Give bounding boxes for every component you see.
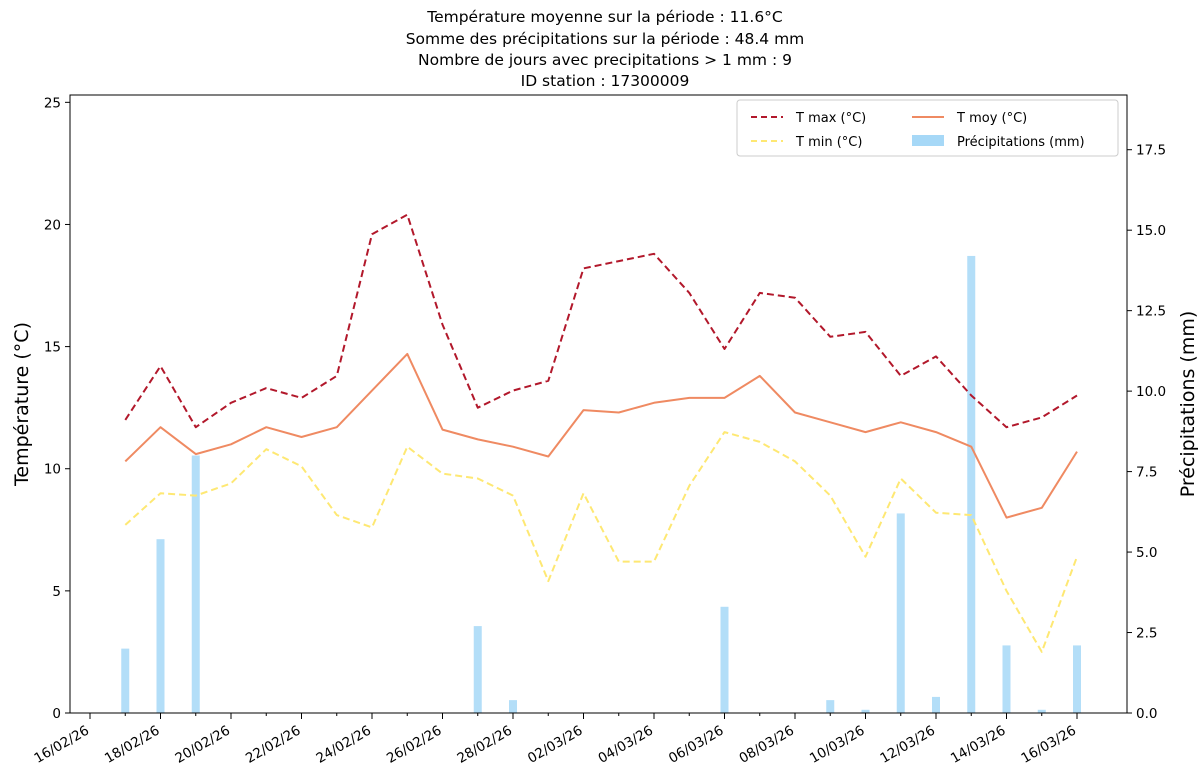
plot-frame: [69, 94, 1128, 714]
precip-bar: [1073, 645, 1081, 713]
precip-bar: [861, 709, 870, 713]
precip-bar: [156, 539, 165, 713]
title-line-3: Nombre de jours avec precipitations > 1 …: [418, 51, 792, 69]
precip-bar: [896, 513, 905, 713]
y-right-tick-label: 12.5: [1136, 304, 1166, 320]
series-line-min: [124, 431, 1078, 653]
y-axis-left-label: Température (°C): [11, 322, 33, 487]
legend-label-precip: Précipitations (mm): [957, 135, 1085, 150]
legend-box: [736, 99, 1119, 157]
x-tick-label: 16/02/26: [31, 723, 92, 767]
precip-bar: [121, 648, 130, 713]
precip-bar: [1002, 645, 1011, 713]
title-line-2: Somme des précipitations sur la période …: [406, 30, 805, 48]
y-left-tick-label: 5: [52, 584, 61, 600]
y-right-tick-label: 2.5: [1136, 626, 1157, 642]
x-tick-label: 12/03/26: [877, 723, 938, 767]
temperature-lines: [124, 213, 1078, 653]
y-axis-right-label: Précipitations (mm): [1177, 311, 1199, 498]
precip-bar: [1037, 709, 1046, 713]
precip-bar: [191, 455, 200, 713]
precip-bar: [826, 700, 835, 713]
y-left-tick-label: 0: [52, 706, 61, 722]
y-left-tick-label: 25: [44, 95, 61, 111]
chart-title: Température moyenne sur la période : 11.…: [406, 8, 805, 90]
y-right-tick-label: 7.5: [1136, 465, 1157, 481]
title-line-4: ID station : 17300009: [521, 72, 690, 90]
y-right-tick-label: 5.0: [1136, 545, 1157, 561]
x-tick-label: 16/03/26: [1018, 723, 1079, 767]
precipitation-bars: [121, 255, 1081, 713]
precip-bar: [509, 700, 517, 713]
x-tick-label: 26/02/26: [384, 723, 445, 767]
series-line-max: [124, 213, 1078, 429]
y-axis-right: 0.0 2.5 5.0 7.5 10.0 12.5 15.0 17.5: [1127, 143, 1166, 722]
x-tick-label: 06/03/26: [666, 723, 727, 767]
x-tick-label: 20/02/26: [172, 723, 233, 767]
y-left-tick-label: 15: [44, 340, 61, 356]
y-right-tick-label: 15.0: [1136, 223, 1166, 239]
precip-bar: [932, 696, 940, 713]
x-tick-label: 18/02/26: [102, 723, 163, 767]
x-tick-label: 24/02/26: [313, 723, 374, 767]
x-tick-label: 28/02/26: [454, 723, 515, 767]
precip-bar: [967, 255, 976, 713]
y-right-tick-label: 0.0: [1136, 706, 1157, 722]
x-tick-label: 22/02/26: [243, 723, 304, 767]
precip-bar: [720, 606, 729, 713]
x-axis: 16/02/26 18/02/26 20/02/26 22/02/26 24/02/26…: [31, 713, 1079, 767]
x-tick-label: 04/03/26: [595, 723, 656, 767]
legend: T max (°C) T moy (°C) T min (°C) Précipi…: [736, 99, 1119, 157]
x-tick-label: 14/03/26: [948, 723, 1009, 767]
x-tick-label: 02/03/26: [525, 723, 586, 767]
y-left-tick-label: 20: [44, 217, 61, 233]
series-line-moy: [124, 352, 1078, 519]
y-left-tick-label: 10: [44, 462, 61, 478]
precip-bar: [473, 626, 482, 713]
y-right-tick-label: 17.5: [1136, 143, 1166, 159]
legend-swatch-precip: [912, 135, 944, 146]
legend-label-tmax: T max (°C): [795, 111, 866, 126]
legend-label-tmin: T min (°C): [795, 135, 862, 150]
y-axis-left: 0 5 10 15 20 25: [44, 95, 70, 722]
x-tick-label: 08/03/26: [736, 723, 797, 767]
title-line-1: Température moyenne sur la période : 11.…: [426, 8, 783, 26]
legend-label-tmoy: T moy (°C): [956, 111, 1027, 126]
x-tick-label: 10/03/26: [807, 723, 868, 767]
y-right-tick-label: 10.0: [1136, 384, 1166, 400]
